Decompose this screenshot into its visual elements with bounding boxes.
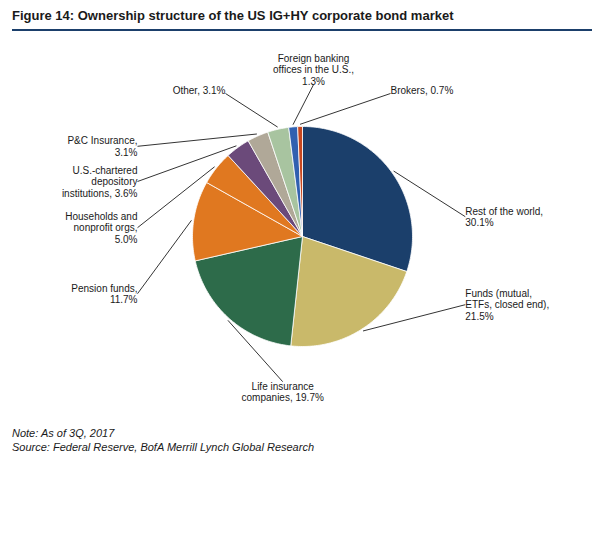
svg-text:Brokers, 0.7%: Brokers, 0.7%	[391, 85, 454, 96]
svg-text:P&C Insurance,3.1%: P&C Insurance,3.1%	[67, 135, 137, 158]
svg-text:Foreign bankingoffices in the: Foreign bankingoffices in the U.S.,1.3%	[273, 53, 354, 87]
svg-text:Life insurancecompanies, 19.7%: Life insurancecompanies, 19.7%	[242, 381, 324, 404]
svg-text:Pension funds,11.7%: Pension funds,11.7%	[71, 283, 137, 306]
svg-text:Households andnonprofit orgs,5: Households andnonprofit orgs,5.0%	[65, 211, 137, 245]
svg-text:Funds (mutual,ETFs, closed end: Funds (mutual,ETFs, closed end),21.5%	[465, 288, 549, 322]
html-text:Note: As of 3Q, 2017: Note: As of 3Q, 2017	[12, 427, 115, 439]
svg-text:U.S.-chartereddepositoryinstit: U.S.-chartereddepositoryinstitutions, 3.…	[62, 165, 138, 199]
svg-text:Other, 3.1%: Other, 3.1%	[173, 85, 226, 96]
html-text:Figure 14: Ownership structure: Figure 14: Ownership structure of the US…	[12, 8, 454, 23]
html-text:Source: Federal Reserve, BofA: Source: Federal Reserve, BofA Merrill Ly…	[12, 441, 314, 453]
svg-text:Rest of the world,30.1%: Rest of the world,30.1%	[465, 206, 543, 229]
